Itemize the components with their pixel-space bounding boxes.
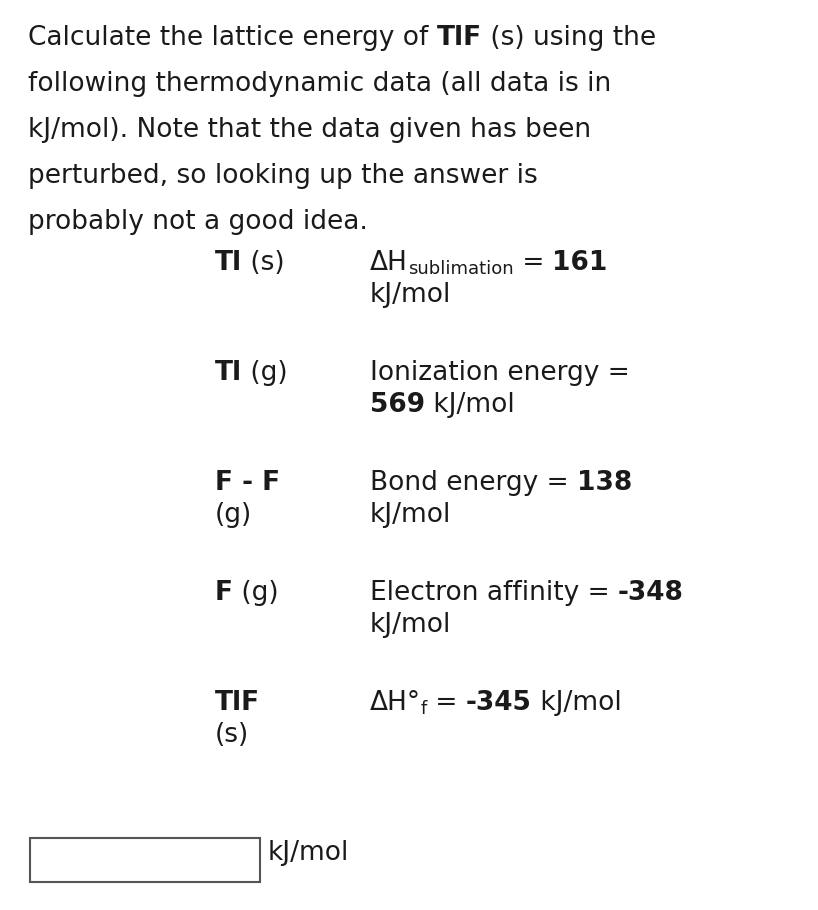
Text: (s) using the: (s) using the — [482, 25, 656, 51]
Text: -348: -348 — [618, 580, 684, 606]
Text: kJ/mol). Note that the data given has been: kJ/mol). Note that the data given has be… — [28, 117, 591, 143]
Text: (s): (s) — [215, 722, 249, 748]
Text: (g): (g) — [233, 580, 279, 606]
Text: ΔH°: ΔH° — [370, 690, 421, 716]
Text: kJ/mol: kJ/mol — [370, 612, 452, 638]
Text: sublimation: sublimation — [408, 260, 514, 278]
Text: kJ/mol: kJ/mol — [425, 392, 515, 418]
Text: following thermodynamic data (all data is in: following thermodynamic data (all data i… — [28, 71, 611, 97]
Text: F: F — [215, 580, 233, 606]
Text: Tl: Tl — [215, 360, 242, 386]
Text: Bond energy =: Bond energy = — [370, 470, 577, 496]
Text: perturbed, so looking up the answer is: perturbed, so looking up the answer is — [28, 163, 537, 189]
Text: TlF: TlF — [437, 25, 482, 51]
Text: kJ/mol: kJ/mol — [532, 690, 622, 716]
Text: kJ/mol: kJ/mol — [268, 840, 349, 866]
Text: TlF: TlF — [215, 690, 260, 716]
Text: Calculate the lattice energy of: Calculate the lattice energy of — [28, 25, 437, 51]
Text: (g): (g) — [215, 502, 252, 528]
Text: =: = — [514, 250, 552, 276]
FancyBboxPatch shape — [30, 838, 260, 882]
Text: Electron affinity =: Electron affinity = — [370, 580, 618, 606]
Text: probably not a good idea.: probably not a good idea. — [28, 209, 368, 235]
Text: (g): (g) — [242, 360, 288, 386]
Text: F - F: F - F — [215, 470, 280, 496]
Text: Tl: Tl — [215, 250, 242, 276]
Text: kJ/mol: kJ/mol — [370, 502, 452, 528]
Text: -345: -345 — [466, 690, 532, 716]
Text: 161: 161 — [552, 250, 608, 276]
Text: =: = — [427, 690, 466, 716]
Text: Ionization energy =: Ionization energy = — [370, 360, 638, 386]
Text: 569: 569 — [370, 392, 425, 418]
Text: 138: 138 — [577, 470, 632, 496]
Text: kJ/mol: kJ/mol — [370, 282, 452, 308]
Text: (s): (s) — [242, 250, 285, 276]
Text: f: f — [421, 700, 427, 718]
Text: ΔH: ΔH — [370, 250, 408, 276]
